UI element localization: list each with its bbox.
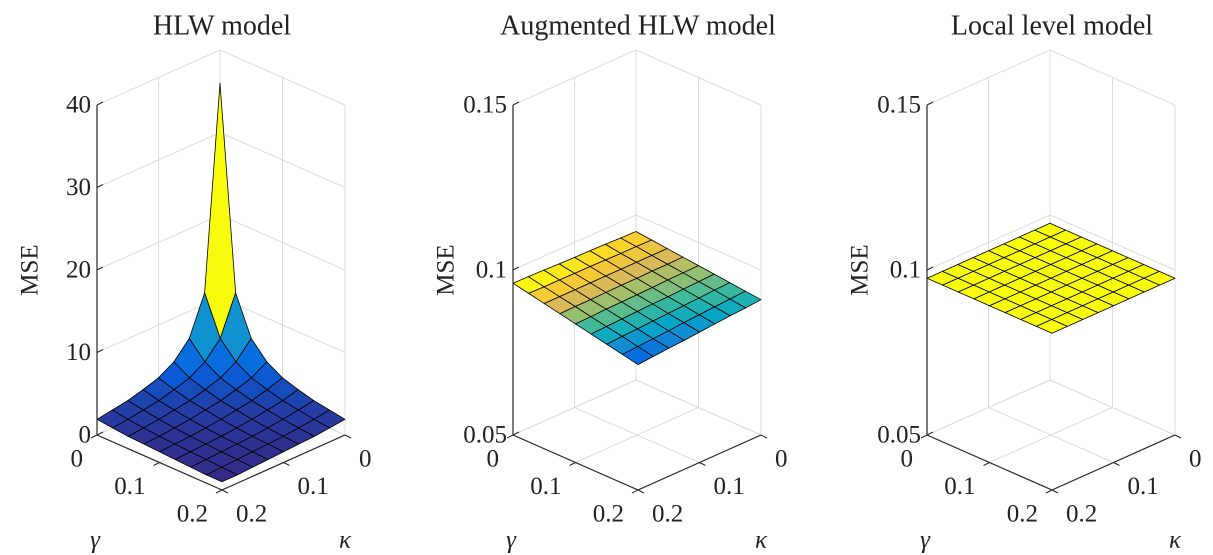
- z-tick: [96, 349, 104, 353]
- y-tick-label: 0.2: [1066, 501, 1097, 528]
- surface-cell: [621, 346, 654, 366]
- z-tick: [512, 266, 520, 271]
- y-tick-label: 0.2: [652, 501, 683, 528]
- y-tick-label: 0: [775, 446, 788, 473]
- y-axis-label: κ: [339, 527, 352, 554]
- x-tick-label: 0: [901, 446, 914, 473]
- z-tick-label: 0.15: [463, 92, 507, 119]
- x-tick-label: 0.1: [944, 473, 975, 500]
- grid-line: [635, 379, 762, 436]
- z-tick-label: 0.15: [877, 92, 921, 119]
- x-tick: [1045, 489, 1053, 494]
- z-axis-label: MSE: [433, 244, 460, 295]
- z-tick-label: 0.1: [476, 257, 507, 284]
- chart-title: Local level model: [951, 11, 1153, 42]
- z-tick-label: 0.1: [890, 257, 921, 284]
- z-tick-label: 10: [66, 339, 91, 366]
- y-tick: [1051, 489, 1059, 494]
- y-tick-label: 0: [359, 446, 372, 473]
- z-tick: [926, 266, 934, 271]
- x-tick-label: 0: [71, 446, 84, 473]
- z-tick: [96, 101, 104, 106]
- z-tick-label: 30: [66, 174, 91, 201]
- x-tick-label: 0.1: [114, 473, 145, 500]
- z-tick: [926, 431, 934, 436]
- z-tick: [96, 431, 104, 436]
- y-tick: [760, 434, 768, 439]
- surface-cell: [205, 466, 238, 483]
- y-tick: [1113, 462, 1120, 466]
- x-tick: [215, 489, 223, 494]
- z-tick: [512, 431, 520, 436]
- x-tick-label: 0.2: [593, 501, 624, 528]
- x-tick: [631, 489, 639, 494]
- x-tick: [506, 434, 514, 439]
- chart-title: Augmented HLW model: [500, 11, 776, 42]
- y-tick-label: 0: [1189, 446, 1202, 473]
- y-tick: [1174, 434, 1182, 439]
- z-tick: [96, 184, 104, 188]
- z-tick: [926, 101, 934, 106]
- x-tick-label: 0.2: [1007, 501, 1038, 528]
- grid-line: [988, 407, 1114, 463]
- y-tick: [637, 489, 645, 494]
- z-tick-label: 0: [79, 422, 92, 449]
- x-tick: [920, 434, 928, 439]
- grid-line: [574, 407, 700, 463]
- z-axis-label: MSE: [17, 244, 44, 295]
- x-tick-label: 0: [487, 446, 500, 473]
- y-axis-label: κ: [1169, 527, 1182, 554]
- z-tick: [512, 101, 520, 106]
- surface-cell: [1035, 319, 1068, 334]
- z-tick: [96, 266, 104, 271]
- grid-line: [1049, 379, 1176, 436]
- z-axis-label: MSE: [847, 244, 874, 295]
- y-tick-label: 0.1: [714, 473, 745, 500]
- y-axis-label: κ: [755, 527, 768, 554]
- x-tick: [569, 462, 576, 466]
- x-tick: [153, 462, 160, 466]
- x-tick-label: 0.1: [530, 473, 561, 500]
- x-tick-label: 0.2: [177, 501, 208, 528]
- chart-title: HLW model: [153, 11, 291, 42]
- x-axis-label: γ: [920, 527, 931, 554]
- z-tick-label: 0.05: [463, 422, 507, 449]
- x-axis-label: γ: [90, 527, 101, 554]
- y-tick: [283, 462, 290, 466]
- z-tick-label: 0.05: [877, 422, 921, 449]
- x-axis-label: γ: [506, 527, 517, 554]
- z-tick-label: 40: [66, 92, 91, 119]
- surface-cell: [204, 82, 237, 339]
- z-tick-label: 20: [66, 257, 91, 284]
- y-tick: [699, 462, 706, 466]
- x-tick: [90, 434, 98, 439]
- y-tick-label: 0.2: [236, 501, 267, 528]
- y-tick: [344, 434, 352, 439]
- y-tick-label: 0.1: [1128, 473, 1159, 500]
- x-tick: [983, 462, 990, 466]
- y-tick: [221, 489, 229, 494]
- y-tick-label: 0.1: [298, 473, 329, 500]
